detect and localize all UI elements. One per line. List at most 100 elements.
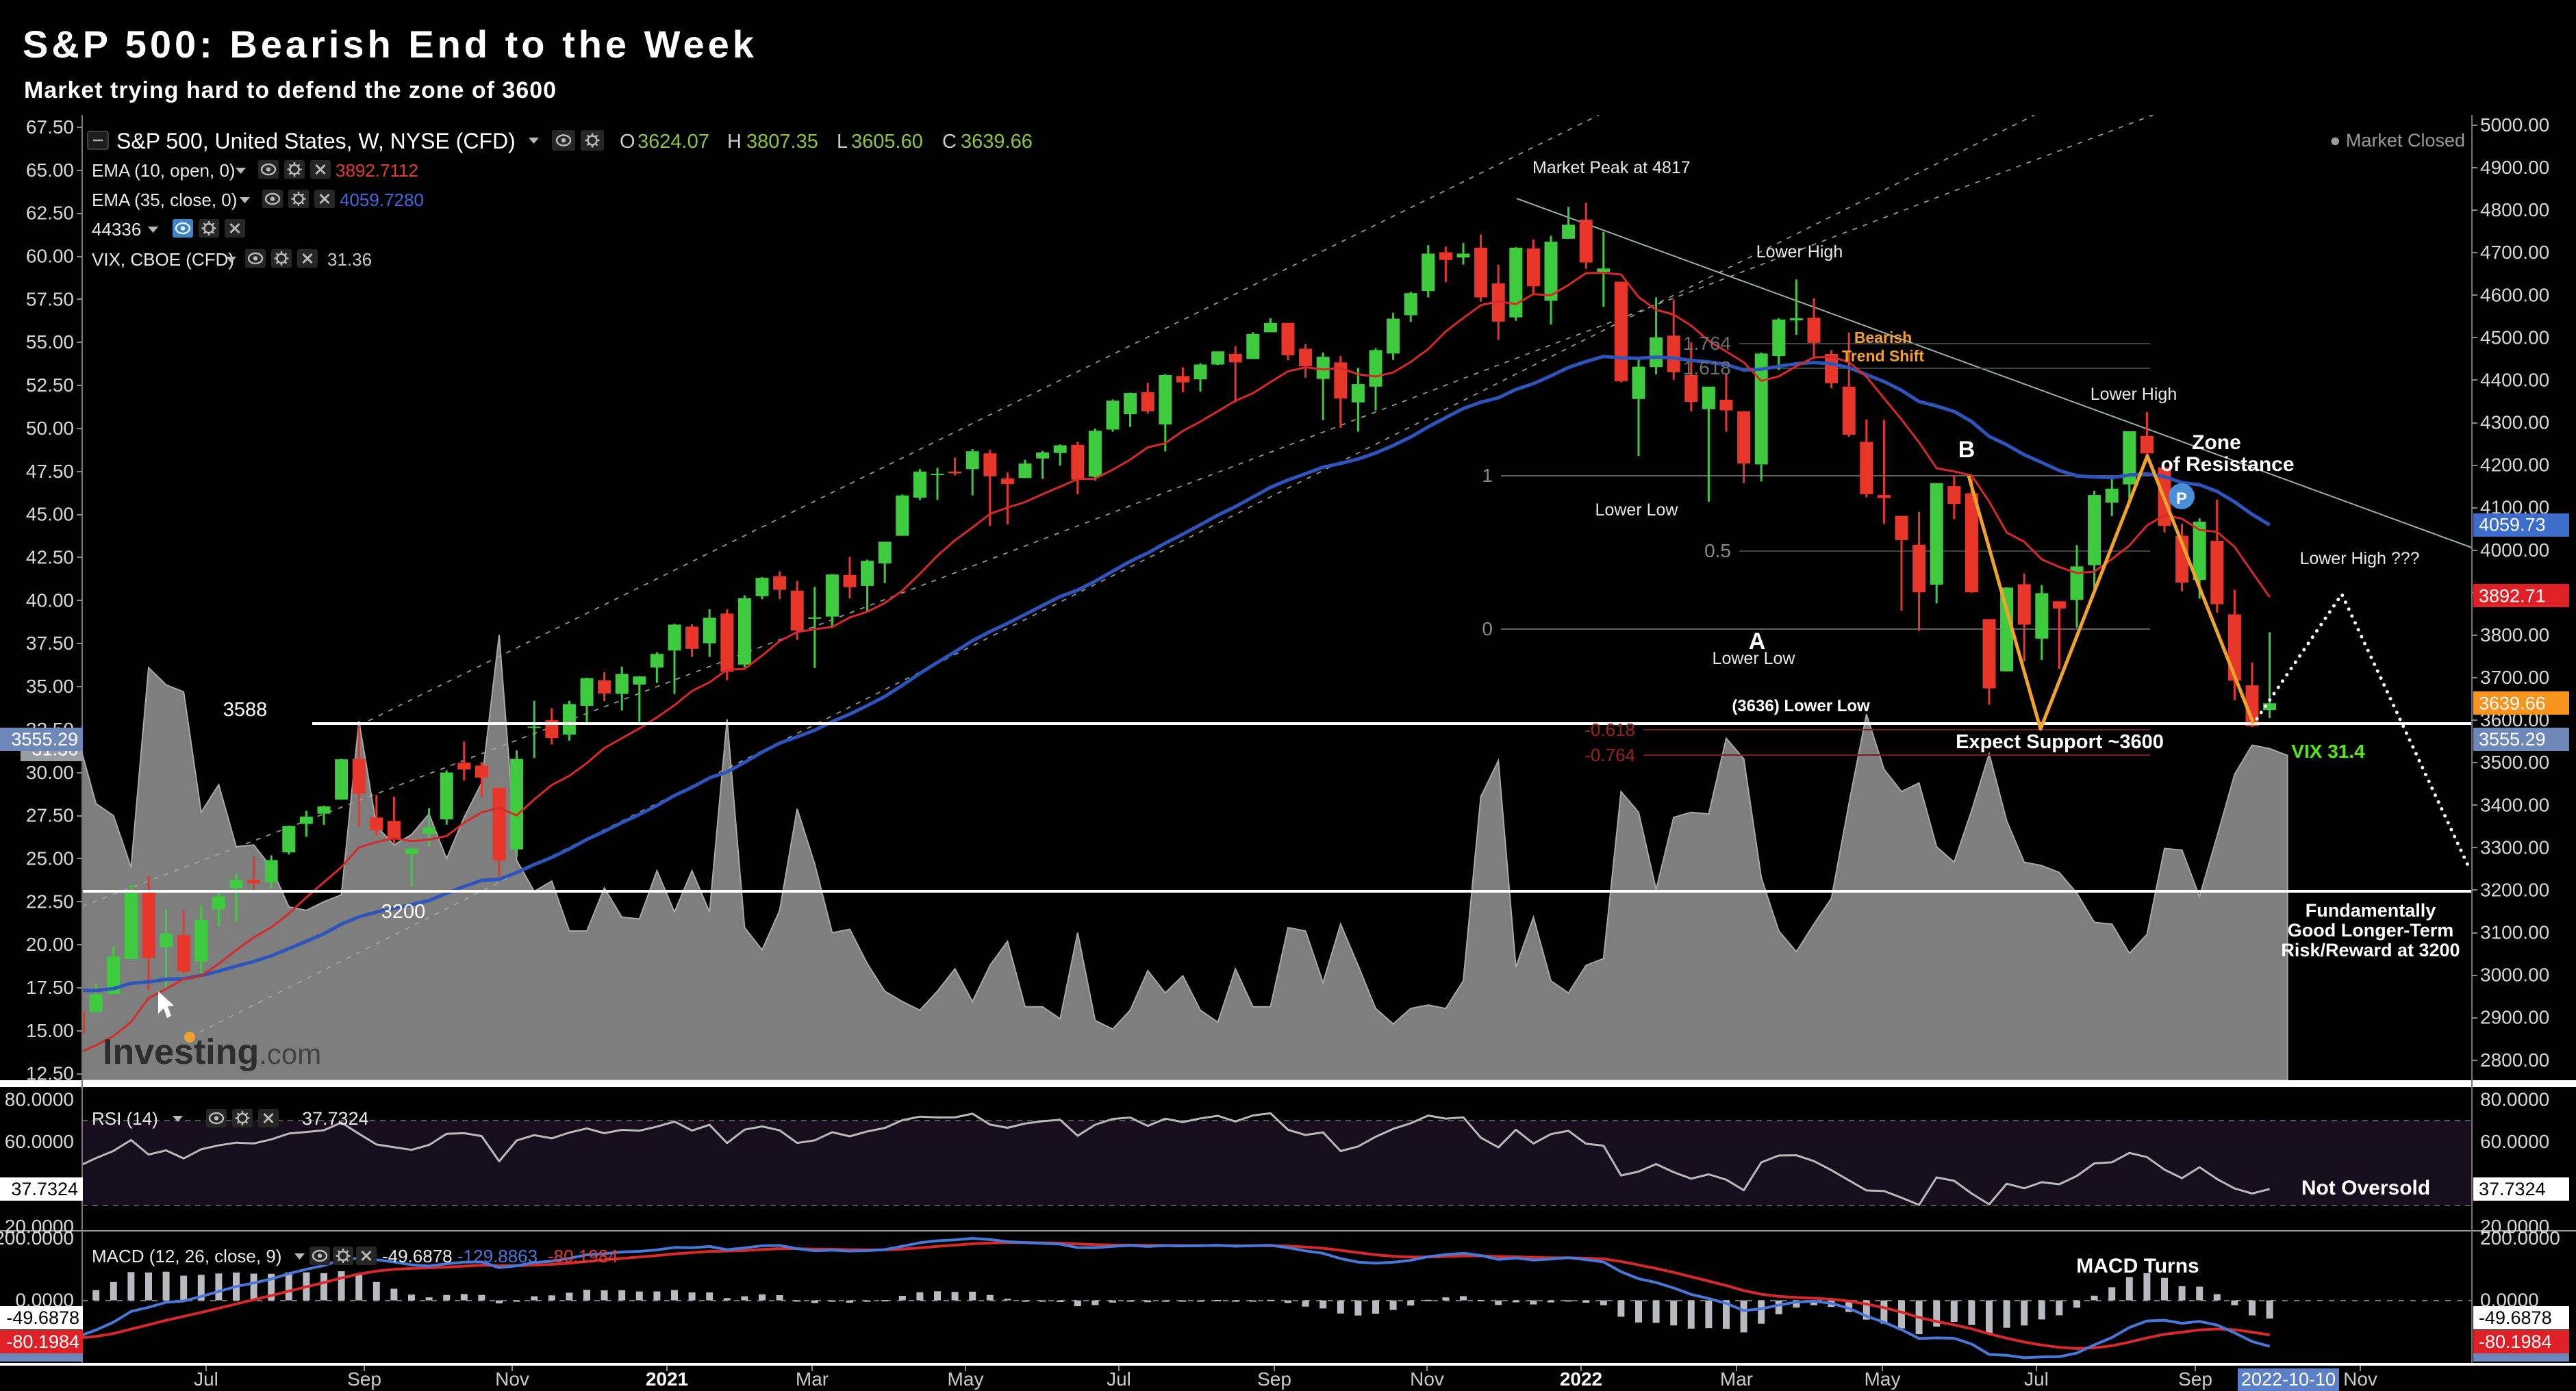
svg-text:3700.00: 3700.00 [2480, 667, 2549, 688]
svg-text:of Resistance: of Resistance [2160, 453, 2294, 476]
svg-text:4400.00: 4400.00 [2480, 370, 2549, 391]
svg-text:0.5: 0.5 [1704, 540, 1731, 561]
svg-text:Jul: Jul [2024, 1368, 2049, 1390]
svg-text:Bearish: Bearish [1854, 329, 1912, 346]
svg-text:Trend Shift: Trend Shift [1842, 347, 1924, 365]
svg-text:22.50: 22.50 [26, 891, 74, 912]
svg-text:Jul: Jul [194, 1368, 218, 1390]
svg-text:3892.71: 3892.71 [2479, 585, 2546, 606]
svg-text:3588: 3588 [223, 699, 268, 721]
svg-text:0: 0 [1482, 618, 1493, 639]
svg-text:H: H [727, 131, 742, 153]
svg-text:3892.7112: 3892.7112 [336, 160, 418, 181]
svg-text:Mar: Mar [796, 1368, 829, 1390]
svg-text:Jul: Jul [1107, 1368, 1131, 1390]
svg-text:57.50: 57.50 [26, 288, 74, 309]
svg-text:Zone: Zone [2192, 431, 2241, 454]
svg-text:25.00: 25.00 [26, 848, 74, 869]
svg-text:Market Peak at 4817: Market Peak at 4817 [1532, 158, 1691, 177]
svg-text:Expect Support ~3600: Expect Support ~3600 [1956, 731, 2164, 753]
svg-text:12.50: 12.50 [26, 1063, 74, 1084]
svg-text:RSI (14): RSI (14) [92, 1108, 158, 1129]
svg-text:3605.60: 3605.60 [851, 131, 923, 153]
svg-text:VIX 31.4: VIX 31.4 [2291, 741, 2365, 762]
svg-text:Fundamentally: Fundamentally [2306, 900, 2436, 921]
svg-text:Sep: Sep [1257, 1368, 1291, 1390]
svg-text:Lower High: Lower High [1756, 242, 1843, 261]
svg-text:3555.29: 3555.29 [11, 729, 78, 750]
svg-text:200.0000: 200.0000 [2480, 1227, 2560, 1249]
svg-text:Lower Low: Lower Low [1595, 500, 1679, 520]
svg-text:-0.764: -0.764 [1584, 745, 1635, 765]
svg-text:Lower High ???: Lower High ??? [2299, 549, 2419, 568]
svg-text:EMA (35, close, 0): EMA (35, close, 0) [92, 190, 237, 210]
svg-text:60.00: 60.00 [26, 246, 74, 267]
svg-text:-80.1984: -80.1984 [6, 1331, 79, 1352]
svg-text:2900.00: 2900.00 [2480, 1007, 2549, 1028]
svg-text:Nov: Nov [495, 1368, 529, 1390]
svg-text:Lower High: Lower High [2091, 385, 2177, 404]
svg-text:Not Oversold: Not Oversold [2301, 1177, 2430, 1199]
svg-text:4800.00: 4800.00 [2480, 199, 2549, 220]
svg-text:Mar: Mar [1720, 1368, 1753, 1390]
svg-text:May: May [948, 1368, 984, 1390]
svg-text:B: B [1958, 437, 1975, 463]
svg-text:4700.00: 4700.00 [2480, 242, 2549, 263]
svg-text:40.00: 40.00 [26, 589, 74, 611]
svg-text:3000.00: 3000.00 [2480, 965, 2549, 986]
svg-text:55.00: 55.00 [26, 331, 74, 353]
svg-text:2021: 2021 [646, 1368, 688, 1390]
svg-text:VIX, CBOE (CFD): VIX, CBOE (CFD) [92, 249, 234, 270]
svg-text:4059.7280: 4059.7280 [340, 190, 424, 210]
svg-text:-49.6878: -49.6878 [6, 1307, 79, 1328]
svg-text:37.7324: 37.7324 [11, 1179, 78, 1199]
svg-text:30.00: 30.00 [26, 762, 74, 783]
svg-text:-0.618: -0.618 [1584, 719, 1635, 740]
svg-text:3300.00: 3300.00 [2480, 837, 2549, 858]
svg-text:37.50: 37.50 [26, 633, 74, 654]
svg-text:3200.00: 3200.00 [2480, 879, 2549, 900]
svg-text:52.50: 52.50 [26, 374, 74, 396]
svg-text:80.0000: 80.0000 [5, 1088, 74, 1110]
svg-text:27.50: 27.50 [26, 805, 74, 826]
svg-text:20.0000: 20.0000 [5, 1216, 74, 1237]
svg-text:5000.00: 5000.00 [2480, 114, 2549, 136]
svg-text:C: C [942, 131, 957, 153]
svg-text:Good Longer-Term: Good Longer-Term [2288, 920, 2454, 941]
svg-text:-49.6878: -49.6878 [382, 1246, 453, 1266]
svg-text:MACD Turns: MACD Turns [2076, 1255, 2199, 1277]
svg-text:● Market Closed: ● Market Closed [2329, 130, 2465, 151]
svg-text:-80.1984: -80.1984 [548, 1246, 618, 1266]
svg-text:Nov: Nov [2343, 1368, 2377, 1390]
svg-text:45.00: 45.00 [26, 504, 74, 525]
svg-text:1.764: 1.764 [1683, 333, 1731, 354]
svg-text:65.00: 65.00 [26, 159, 74, 181]
svg-text:S&P 500, United States, W, NYS: S&P 500, United States, W, NYSE (CFD) [116, 129, 516, 153]
svg-text:62.50: 62.50 [26, 203, 74, 224]
svg-text:L: L [837, 131, 848, 153]
svg-text:Nov: Nov [1410, 1368, 1444, 1390]
svg-text:3639.66: 3639.66 [2479, 693, 2546, 714]
svg-text:3500.00: 3500.00 [2480, 752, 2549, 773]
svg-text:31.36: 31.36 [327, 249, 372, 270]
svg-text:3100.00: 3100.00 [2480, 922, 2549, 943]
svg-text:S&P 500: Bearish End to the We: S&P 500: Bearish End to the Week [23, 23, 757, 66]
svg-text:67.50: 67.50 [26, 116, 74, 138]
svg-text:MACD (12, 26, close, 9): MACD (12, 26, close, 9) [92, 1246, 281, 1266]
svg-text:35.00: 35.00 [26, 676, 74, 697]
svg-text:May: May [1865, 1368, 1901, 1390]
svg-text:3807.35: 3807.35 [746, 131, 818, 153]
svg-text:47.50: 47.50 [26, 461, 74, 482]
svg-text:-80.1984: -80.1984 [2479, 1331, 2552, 1352]
svg-text:4200.00: 4200.00 [2480, 455, 2549, 476]
svg-text:4000.00: 4000.00 [2480, 539, 2549, 561]
svg-text:50.00: 50.00 [26, 418, 74, 439]
svg-text:O: O [620, 131, 635, 153]
svg-text:3555.29: 3555.29 [2479, 729, 2546, 750]
svg-text:200.0000: 200.0000 [0, 1227, 74, 1249]
svg-text:3624.07: 3624.07 [637, 131, 709, 153]
svg-text:1: 1 [1482, 465, 1493, 486]
svg-text:Investing.com: Investing.com [103, 1032, 321, 1072]
svg-text:3800.00: 3800.00 [2480, 624, 2549, 646]
svg-text:2022: 2022 [1560, 1368, 1602, 1390]
